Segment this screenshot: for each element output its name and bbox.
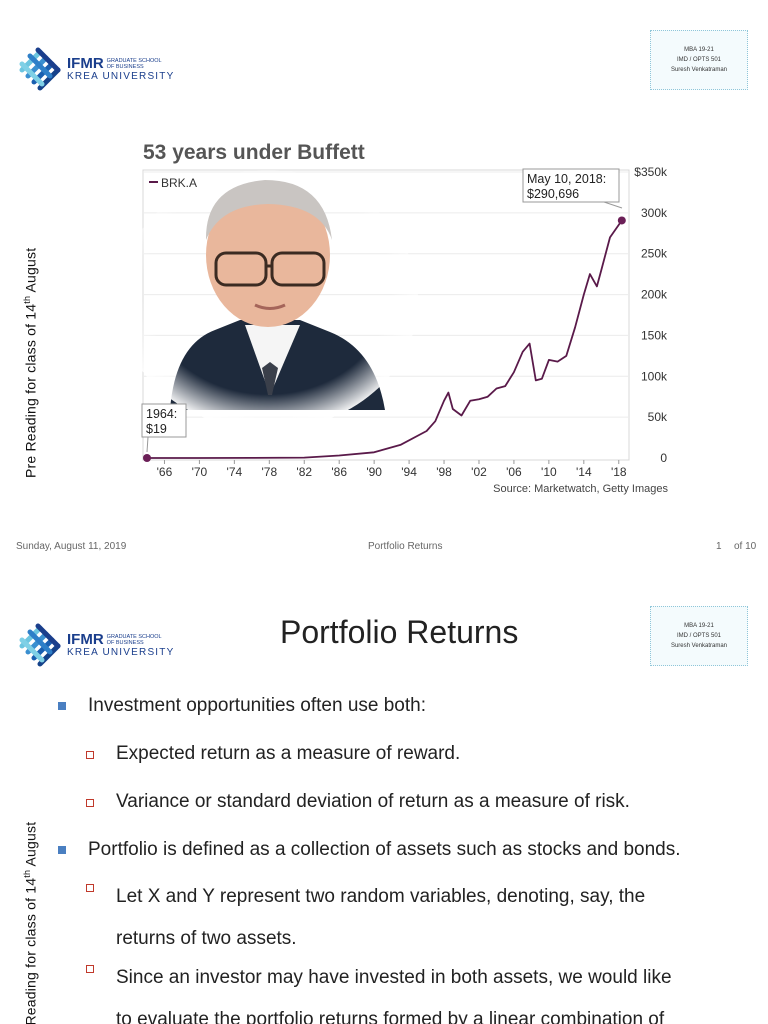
- bullet-text: Investment opportunities often use both:: [88, 695, 426, 716]
- ifmr-logo: IFMR GRADUATE SCHOOL OF BUSINESS KREA UN…: [18, 620, 174, 670]
- annotation-1964-year: 1964:: [146, 407, 177, 421]
- course-info-box: MBA 19-21 IMD / OPTS 501 Suresh Venkatra…: [650, 30, 748, 90]
- brk-a-series-line: [147, 219, 623, 459]
- ifmr-lattice-logo-icon: [19, 623, 61, 667]
- slide-title: Portfolio Returns: [280, 614, 519, 650]
- y-tick-label: 150k: [641, 328, 668, 342]
- sub-bullet-item: Since an investor may have invested in b…: [86, 957, 672, 1024]
- chart-title: 53 years under Buffett: [143, 141, 365, 164]
- side-label-part1: Pre Reading for class of 14: [22, 877, 39, 1024]
- y-axis-ticks: 0 50k 100k 150k 200k 250k 300k $350k: [634, 165, 668, 465]
- legend-label: BRK.A: [161, 176, 197, 190]
- end-point-marker: [617, 216, 626, 225]
- logo-school-text: GRADUATE SCHOOL OF BUSINESS: [107, 634, 162, 646]
- x-tick-label: '66: [157, 465, 173, 479]
- side-reading-label: Pre Reading for class of 14th August: [22, 822, 39, 1024]
- ifmr-logo: IFMR GRADUATE SCHOOL OF BUSINESS KREA UN…: [18, 44, 174, 94]
- logo-ifmr-text: IFMR: [67, 631, 104, 648]
- annotation-2018-box: [522, 168, 620, 203]
- x-tick-label: '06: [506, 465, 522, 479]
- footer-page-total: of 10: [734, 541, 757, 552]
- logo-school-text: GRADUATE SCHOOL OF BUSINESS: [107, 58, 162, 70]
- x-tick-label: '10: [541, 465, 557, 479]
- course-batch: MBA 19-21: [684, 47, 714, 53]
- course-instructor: Suresh Venkatraman: [670, 643, 728, 649]
- annotation-1964-pointer: [146, 436, 149, 453]
- course-batch: MBA 19-21: [684, 623, 714, 629]
- y-tick-label: 100k: [641, 369, 668, 383]
- bullet-item: Investment opportunities often use both:: [58, 695, 426, 717]
- y-tick-label: 250k: [641, 247, 668, 261]
- sub-bullet-item: Let X and Y represent two random variabl…: [86, 876, 645, 960]
- sub-bullet-text: Expected return as a measure of reward.: [116, 743, 461, 764]
- course-code: IMD / OPTS 501: [676, 633, 721, 639]
- y-tick-label: 300k: [641, 206, 668, 220]
- footer-title: Portfolio Returns: [368, 541, 443, 552]
- logo-ifmr-text: IFMR: [67, 55, 104, 72]
- footer-page-number: 1: [716, 541, 722, 552]
- x-tick-label: '78: [261, 465, 277, 479]
- y-tick-label: 50k: [648, 410, 668, 424]
- start-point-marker: [143, 453, 151, 462]
- sub-bullet-text-line1: Let X and Y represent two random variabl…: [116, 886, 646, 907]
- bullet-text: Portfolio is defined as a collection of …: [88, 839, 681, 860]
- annotation-2018-pointer: [603, 201, 623, 209]
- x-tick-label: '94: [401, 465, 417, 479]
- y-tick-label: 200k: [641, 288, 668, 302]
- logo-school-line1: GRADUATE SCHOOL: [106, 57, 162, 64]
- side-label-part2: August: [22, 821, 39, 870]
- y-tick-label: 0: [660, 451, 667, 465]
- x-axis-ticks: '66 '70 '74 '78 '82 '86 '90 '94 '98 '02 '06 '10 '14 '…: [157, 460, 627, 479]
- slide-1: IFMR GRADUATE SCHOOL OF BUSINESS KREA UN…: [16, 30, 757, 552]
- course-info-box: MBA 19-21 IMD / OPTS 501 Suresh Venkatra…: [650, 606, 748, 666]
- sub-bullet-text: Variance or standard deviation of return…: [116, 791, 630, 812]
- x-tick-label: '02: [471, 465, 487, 479]
- course-code: IMD / OPTS 501: [676, 57, 721, 63]
- x-tick-label: '70: [192, 465, 208, 479]
- x-tick-label: '98: [436, 465, 452, 479]
- sub-bullet-text-line2: returns of two assets.: [116, 928, 297, 949]
- annotation-1964-value: $19: [146, 422, 167, 436]
- course-instructor: Suresh Venkatraman: [670, 67, 728, 73]
- logo-university-text: KREA UNIVERSITY: [67, 71, 175, 82]
- x-tick-label: '74: [227, 465, 243, 479]
- slide-2: IFMR GRADUATE SCHOOL OF BUSINESS KREA UN…: [0, 572, 768, 1024]
- annotation-1964-box: [141, 403, 187, 438]
- buffett-portrait: [118, 170, 418, 430]
- footer-date: Sunday, August 11, 2019: [16, 541, 127, 552]
- sub-bullet-item: Variance or standard deviation of return…: [86, 791, 630, 813]
- y-tick-label: $350k: [634, 165, 668, 179]
- sub-bullet-item: Expected return as a measure of reward.: [86, 743, 460, 765]
- x-tick-label: '90: [366, 465, 382, 479]
- annotation-2018-value: $290,696: [527, 187, 579, 201]
- logo-university-text: KREA UNIVERSITY: [67, 647, 175, 658]
- ifmr-lattice-logo-icon: [19, 47, 61, 91]
- sub-bullet-text-line1: Since an investor may have invested in b…: [116, 967, 672, 988]
- x-tick-label: '18: [611, 465, 627, 479]
- chart-source: Source: Marketwatch, Getty Images: [493, 483, 668, 495]
- logo-school-line2: OF BUSINESS: [106, 63, 144, 70]
- x-tick-label: '82: [296, 465, 312, 479]
- bullet-item: Portfolio is defined as a collection of …: [58, 839, 681, 861]
- x-tick-label: '86: [331, 465, 347, 479]
- x-tick-label: '14: [576, 465, 592, 479]
- annotation-2018-date: May 10, 2018:: [527, 172, 606, 186]
- side-label-sup: th: [22, 869, 32, 878]
- logo-school-line2: OF BUSINESS: [106, 639, 144, 646]
- sub-bullet-text-line2: to evaluate the portfolio returns formed…: [116, 1009, 665, 1024]
- logo-school-line1: GRADUATE SCHOOL: [106, 633, 162, 640]
